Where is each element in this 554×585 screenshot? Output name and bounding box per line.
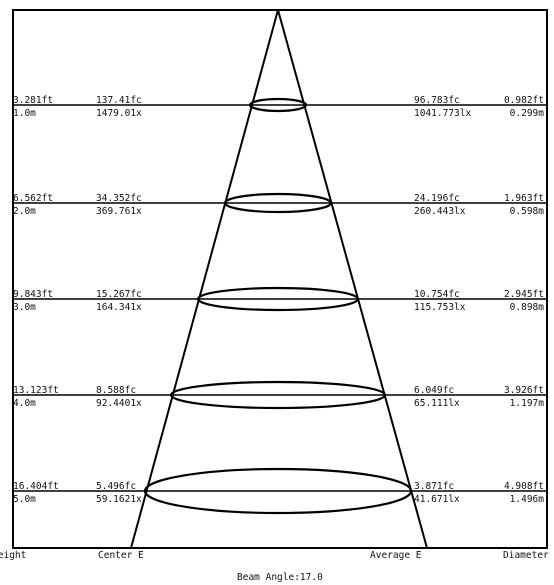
average-fc-label: 6.049fc [414,385,454,396]
beam-edge-left [130,9,279,549]
center-fc-label: 137.41fc [96,95,142,106]
average-fc-label: 24.196fc [414,193,460,204]
center-fc-label: 8.588fc [96,385,136,396]
height-ft-label: 9.843ft [13,289,53,300]
height-m-label: 4.0m [13,398,36,409]
height-ft-label: 6.562ft [13,193,53,204]
diameter-ft-label: 1.963ft [504,193,544,204]
footer-center-label: Center E [98,550,144,561]
beam-ellipse [223,192,333,214]
footer-height-label: Height [0,550,26,561]
measurement-row: 16.404ft 5.0m 5.496fc 59.1621x 3.871fc 41.671… [13,481,544,505]
diameter-m-label: 0.598m [510,206,545,217]
average-lx-label: 260.443lx [414,206,466,217]
average-fc-label: 3.871fc [414,481,454,492]
diameter-ft-label: 3.926ft [504,385,544,396]
height-m-label: 3.0m [13,302,36,313]
height-ft-label: 13.123ft [13,385,59,396]
height-m-label: 2.0m [13,206,36,217]
beam-cross-sections [143,97,413,515]
diameter-ft-label: 4.908ft [504,481,544,492]
footer-average-label: Average E [370,550,422,561]
beam-ellipse [196,286,360,312]
center-lx-label: 369.761x [96,206,142,217]
diameter-m-label: 1.496m [510,494,545,505]
diagram-frame [12,9,548,549]
average-lx-label: 65.111lx [414,398,460,409]
beam-ellipse [248,97,308,113]
center-fc-label: 5.496fc [96,481,136,492]
diameter-ft-label: 2.945ft [504,289,544,300]
center-lx-label: 59.1621x [96,494,142,505]
height-m-label: 1.0m [13,108,36,119]
measurement-rows: 3.281ft 1.0m 137.41fc 1479.01x 96.783fc 1041.… [13,95,544,505]
beam-ellipse [143,467,413,515]
height-ft-label: 16.404ft [13,481,59,492]
average-lx-label: 115.753lx [414,302,466,313]
measurement-row: 3.281ft 1.0m 137.41fc 1479.01x 96.783fc 1041.… [13,95,544,119]
diameter-m-label: 0.299m [510,108,545,119]
diameter-ft-label: 0.982ft [504,95,544,106]
center-lx-label: 164.341x [96,302,142,313]
measurement-row: 6.562ft 2.0m 34.352fc 369.761x 24.196fc 260.4… [13,193,544,217]
distance-levels [13,104,547,492]
center-fc-label: 15.267fc [96,289,142,300]
center-lx-label: 1479.01x [96,108,142,119]
average-lx-label: 1041.773lx [414,108,471,119]
footer-diameter-label: Diameter [503,550,549,561]
average-fc-label: 10.754fc [414,289,460,300]
average-fc-label: 96.783fc [414,95,460,106]
height-m-label: 5.0m [13,494,36,505]
height-ft-label: 3.281ft [13,95,53,106]
center-lx-label: 92.4401x [96,398,142,409]
average-lx-label: 41.671lx [414,494,460,505]
beam-angle-caption: Beam Angle:17.0 [237,572,323,583]
measurement-row: 9.843ft 3.0m 15.267fc 164.341x 10.754fc 115.7… [13,289,544,313]
diameter-m-label: 0.898m [510,302,545,313]
beam-ellipse [169,380,387,410]
measurement-row: 13.123ft 4.0m 8.588fc 92.4401x 6.049fc 65.111… [13,385,544,409]
center-fc-label: 34.352fc [96,193,142,204]
beam-edge-right [277,9,428,549]
diameter-m-label: 1.197m [510,398,545,409]
